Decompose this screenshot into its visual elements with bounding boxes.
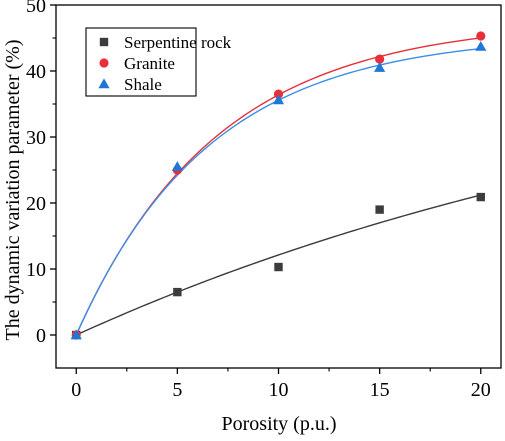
markers [70,31,487,340]
y-tick-label: 0 [36,325,46,347]
data-point-1-3 [375,54,385,64]
y-tick-label: 10 [26,259,46,281]
y-tick-label: 20 [26,193,46,215]
legend-marker-2 [98,78,110,89]
legend-label-1: Granite [124,54,175,73]
fit-line-0 [75,194,481,336]
data-point-2-0 [70,329,82,340]
x-tick-label: 20 [471,379,491,401]
x-tick-label: 0 [71,379,81,401]
data-point-0-1 [173,287,182,297]
legend-marker-1 [99,58,109,68]
axes: 0 5 10 15 20 0 10 20 30 40 50 [26,0,502,401]
y-tick-label: 50 [26,0,46,17]
legend-label-0: Serpentine rock [124,33,232,52]
data-point-2-1 [171,161,183,171]
data-point-2-2 [272,94,285,105]
legend-marker-0 [99,37,109,47]
legend-label-2: Shale [124,75,162,94]
data-point-2-3 [374,62,386,72]
x-axis-label: Porosity (p.u.) [222,413,337,435]
data-point-0-2 [274,262,283,272]
y-axis-label: The dynamic variation parameter (%) [2,40,24,341]
data-point-0-3 [375,205,384,214]
data-point-2-4 [475,40,487,51]
x-tick-label: 15 [370,379,390,401]
x-tick-label: 5 [172,379,182,401]
x-tick-label: 10 [269,379,289,401]
y-tick-label: 30 [26,127,46,149]
legend: Serpentine rock Granite Shale [85,27,232,97]
data-point-1-4 [476,31,486,41]
y-tick-label: 40 [26,61,46,83]
data-point-1-2 [273,89,284,99]
data-point-0-4 [476,192,485,202]
